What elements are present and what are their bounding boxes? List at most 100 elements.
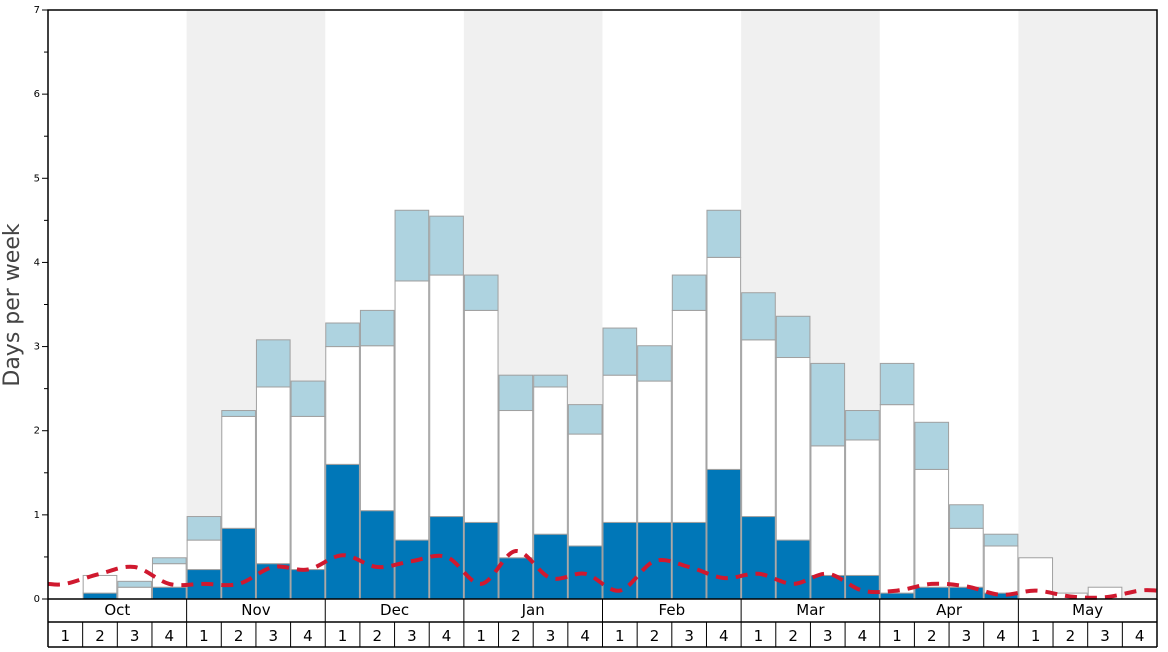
y-tick-label: 6 (34, 89, 40, 100)
bar-series2-week-18 (637, 380, 672, 523)
week-label: 2 (1066, 627, 1076, 645)
bar-series1-week-11 (394, 539, 430, 600)
bar-series3-week-21 (741, 292, 776, 341)
bar-series3-week-10 (359, 309, 395, 347)
y-tick-label: 1 (34, 510, 40, 521)
bar-series2-week-10 (359, 345, 395, 512)
y-tick-label: 5 (34, 173, 40, 184)
bar-series3-week-6 (221, 410, 256, 417)
bar-series3-week-24 (845, 410, 880, 441)
bar-series1-week-8 (290, 569, 326, 600)
month-label-nov: Nov (241, 601, 270, 619)
bar-series3-week-26 (914, 421, 950, 470)
week-label: 3 (268, 627, 278, 645)
month-band-may (1018, 10, 1157, 599)
bar-series2-week-16 (567, 433, 603, 547)
week-label: 4 (580, 627, 590, 645)
week-label: 2 (788, 627, 798, 645)
bar-series2-week-17 (602, 374, 638, 523)
week-label: 3 (684, 627, 694, 645)
bar-series1-week-19 (671, 521, 707, 600)
bar-series2-week-15 (533, 386, 568, 535)
week-label: 1 (476, 627, 486, 645)
bar-series2-week-22 (775, 357, 811, 541)
bar-series3-week-13 (463, 274, 499, 311)
bar-series2-week-14 (498, 410, 534, 559)
bar-series1-week-10 (359, 510, 395, 600)
y-axis-label: Days per week (0, 223, 25, 386)
week-label: 2 (95, 627, 105, 645)
month-label-apr: Apr (936, 601, 963, 619)
week-label: 4 (303, 627, 313, 645)
month-label-jan: Jan (521, 601, 545, 619)
week-label: 1 (338, 627, 348, 645)
bar-series2-week-8 (290, 415, 326, 571)
bar-series3-week-14 (498, 374, 534, 412)
week-label: 4 (719, 627, 729, 645)
bar-series3-week-16 (567, 404, 603, 435)
bar-series2-week-6 (221, 415, 256, 529)
bar-series3-week-19 (671, 274, 707, 311)
bar-series2-week-5 (186, 539, 222, 571)
bar-series3-week-3 (117, 580, 152, 588)
bar-series1-week-25 (879, 592, 915, 600)
week-label: 1 (754, 627, 764, 645)
week-label: 1 (615, 627, 625, 645)
week-label: 1 (199, 627, 209, 645)
week-label: 4 (1135, 627, 1145, 645)
week-label: 2 (927, 627, 937, 645)
bar-series2-week-28 (983, 545, 1019, 594)
bar-series1-week-17 (602, 521, 638, 600)
bar-series3-week-7 (255, 339, 291, 388)
y-tick-label: 4 (34, 257, 40, 268)
week-label: 2 (372, 627, 382, 645)
y-tick-label: 0 (34, 594, 40, 605)
bar-series3-week-22 (775, 315, 811, 359)
bar-series2-week-21 (741, 339, 776, 518)
bar-series1-week-15 (533, 533, 568, 600)
bar-series3-week-27 (949, 504, 984, 529)
week-label: 2 (650, 627, 660, 645)
week-label: 1 (892, 627, 902, 645)
week-label: 3 (962, 627, 972, 645)
bar-series3-week-8 (290, 380, 326, 417)
bar-series3-week-20 (706, 209, 742, 258)
bar-series3-week-5 (186, 516, 222, 541)
bar-series3-week-12 (429, 215, 464, 276)
week-label: 3 (130, 627, 140, 645)
bar-series1-week-21 (741, 516, 776, 600)
bar-series2-week-19 (671, 309, 707, 523)
bar-series2-week-13 (463, 309, 499, 523)
bar-series3-week-9 (325, 322, 360, 348)
bar-series2-week-20 (706, 256, 742, 470)
bar-series2-week-24 (845, 439, 880, 576)
week-label: 1 (1031, 627, 1041, 645)
bar-series1-week-22 (775, 539, 811, 600)
bar-series2-week-7 (255, 386, 291, 565)
week-label: 4 (996, 627, 1006, 645)
bar-series1-week-13 (463, 521, 499, 600)
bar-series2-week-26 (914, 468, 950, 588)
week-label: 3 (1100, 627, 1110, 645)
bar-series3-week-23 (810, 362, 846, 447)
bar-series3-week-18 (637, 345, 672, 382)
bar-series2-week-9 (325, 346, 360, 465)
week-label: 3 (407, 627, 417, 645)
bar-series2-week-23 (810, 445, 846, 576)
bar-series1-week-26 (914, 586, 950, 600)
bar-series3-week-11 (394, 209, 430, 282)
y-tick-label: 2 (34, 426, 40, 437)
bar-series2-week-3 (117, 586, 152, 600)
average-line (47, 549, 1158, 600)
bar-series2-week-27 (949, 527, 984, 588)
bar-series3-week-4 (151, 557, 187, 565)
bar-series3-week-15 (533, 374, 568, 388)
month-label-oct: Oct (104, 601, 130, 619)
week-label: 3 (546, 627, 556, 645)
month-label-mar: Mar (796, 601, 825, 619)
y-tick-label: 3 (34, 342, 40, 353)
bar-series1-week-2 (82, 592, 118, 600)
bar-series2-week-2 (82, 574, 118, 594)
